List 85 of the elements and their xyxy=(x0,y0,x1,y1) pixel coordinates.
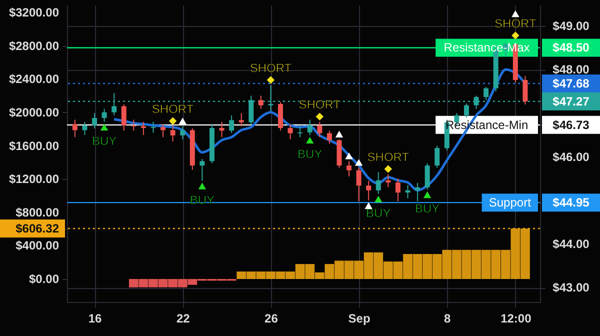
point xyxy=(423,191,432,198)
point xyxy=(316,112,324,121)
point xyxy=(198,182,206,190)
candlestick xyxy=(82,121,88,136)
candlestick xyxy=(317,121,322,138)
y-tick-label: $49.00 xyxy=(552,18,590,33)
y2-tick-label: $0.00 xyxy=(28,272,60,286)
y2-tick-label: $800.00 xyxy=(16,205,60,220)
candlestick xyxy=(376,172,381,194)
point xyxy=(364,202,372,209)
point xyxy=(354,159,363,166)
point xyxy=(512,32,520,40)
candlestick xyxy=(219,121,224,138)
data-label: SHORT xyxy=(494,16,537,31)
y2-tick-label: $1600.00 xyxy=(8,138,60,153)
y2-tick-label: $3200.00 xyxy=(8,5,60,20)
candlestick xyxy=(366,180,372,201)
point xyxy=(345,152,353,160)
point xyxy=(512,10,520,18)
x-tick-label: 22 xyxy=(176,312,190,326)
candlestick xyxy=(200,158,205,182)
candlestick xyxy=(484,86,489,101)
candlestick xyxy=(92,112,98,129)
y-tick-label: $48.50 xyxy=(552,40,590,55)
candlestick xyxy=(464,103,469,118)
x-tick-label: 16 xyxy=(88,312,102,326)
point xyxy=(306,136,314,144)
point xyxy=(266,76,275,84)
data-label: BUY xyxy=(414,202,440,216)
x-tick-label: 8 xyxy=(444,312,452,326)
candlestick xyxy=(278,102,283,132)
candlestick xyxy=(405,184,410,199)
y-tick-label: $48.00 xyxy=(552,62,590,77)
data-label: SHORT xyxy=(298,98,342,112)
candlestick xyxy=(121,104,126,132)
y-tick-label: $46.00 xyxy=(552,150,590,164)
data-label: SHORT xyxy=(367,150,410,164)
candlestick xyxy=(522,76,528,105)
x-tick-label: 12:00 xyxy=(500,312,532,326)
candlestick xyxy=(140,121,146,136)
candlestick xyxy=(434,145,440,168)
point xyxy=(178,118,186,124)
x-tick-label: 26 xyxy=(264,312,278,326)
candlestick xyxy=(229,114,234,134)
x-tick-label: Sep xyxy=(348,312,370,326)
candlestick xyxy=(180,126,186,140)
data-label: BUY xyxy=(298,147,322,162)
y-tick-label: $47.27 xyxy=(552,94,590,108)
candlestick xyxy=(150,121,156,134)
y-tick-label: $47.68 xyxy=(552,76,590,90)
candlestick xyxy=(424,162,430,190)
candlestick xyxy=(346,160,352,177)
candlestick xyxy=(307,119,312,136)
point xyxy=(168,117,177,125)
y-tick-label: $46.73 xyxy=(552,118,590,132)
y2-tick-label: $2000.00 xyxy=(8,105,60,120)
candlestick xyxy=(326,130,332,144)
point xyxy=(100,124,108,130)
data-label: SHORT xyxy=(152,102,194,116)
candlestick xyxy=(72,119,78,138)
candlestick xyxy=(238,112,244,127)
point xyxy=(335,130,344,138)
y2-tick-label: $606.32 xyxy=(16,222,60,236)
point xyxy=(384,165,392,173)
candlestick xyxy=(356,167,362,202)
y-tick-label: $43.00 xyxy=(552,280,590,295)
y2-tick-label: $400.00 xyxy=(16,238,60,253)
candlestick xyxy=(170,126,176,142)
data-label: SHORT xyxy=(250,61,292,76)
candlestick xyxy=(102,108,107,122)
data-label: BUY xyxy=(366,206,391,220)
y2-tick-label: $1200.00 xyxy=(8,172,60,186)
y2-tick-label: $2400.00 xyxy=(8,72,60,86)
point xyxy=(374,196,382,202)
candlestick xyxy=(288,124,293,140)
y-tick-label: $44.95 xyxy=(552,196,590,210)
candlestick xyxy=(258,95,264,110)
candlestick xyxy=(415,182,420,202)
y-tick-label: $44.00 xyxy=(552,236,590,251)
candlestick xyxy=(386,174,391,188)
candlestick xyxy=(395,178,400,202)
data-label: BUY xyxy=(92,134,117,148)
y2-tick-label: $2800.00 xyxy=(8,38,60,53)
candlestick xyxy=(160,124,166,138)
ref-line-label: Support xyxy=(488,196,532,210)
